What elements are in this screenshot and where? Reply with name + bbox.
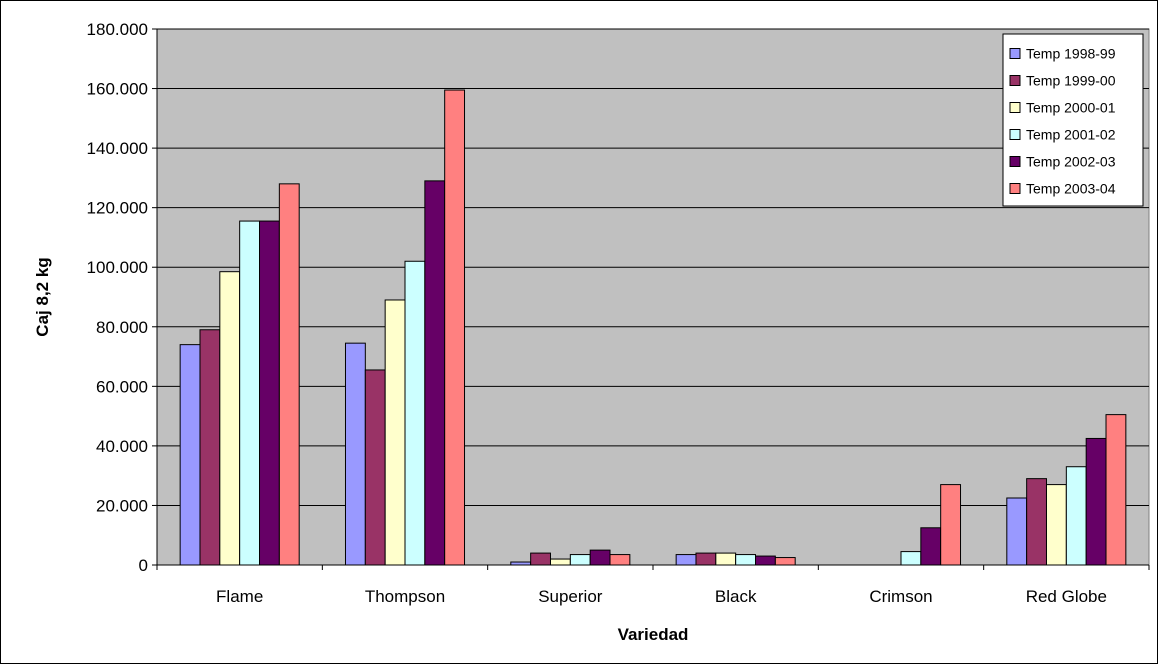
bar [444,89,466,566]
x-tick-label: Superior [538,587,603,606]
bar [404,260,426,566]
bar [259,220,280,566]
y-tick-label: 140.000 [87,139,148,158]
bar [569,554,591,566]
legend-label: Temp 2002-03 [1026,154,1116,170]
bar [1105,414,1127,566]
legend-swatch [1009,183,1021,194]
plot-area [156,28,1150,566]
bar [589,549,611,566]
legend-label: Temp 2000-01 [1026,100,1116,116]
bar [239,220,261,566]
x-axis-title: Variedad [618,625,689,644]
y-tick-label: 60.000 [96,377,148,396]
bars [179,89,1127,566]
bar [424,180,446,566]
legend-swatch [1009,75,1021,86]
gridlines [157,28,1149,506]
bar [715,552,737,566]
bar [549,558,571,566]
legend-label: Temp 1998-99 [1026,46,1116,62]
y-tick-label: 0 [139,556,148,575]
bar [755,555,776,566]
y-tick-label: 80.000 [96,318,148,337]
legend-label: Temp 2003-04 [1026,181,1116,197]
legend-label: Temp 2001-02 [1026,127,1116,143]
bar [774,557,796,566]
bar [1085,437,1107,566]
legend-swatch [1009,129,1021,140]
bar [735,554,757,566]
bar [530,552,551,566]
legend: Temp 1998-99 Temp 1999-00 Temp 2000-01 Temp… [1002,33,1144,207]
bar [199,329,221,566]
bar [1006,497,1028,566]
y-tick-label: 100.000 [87,258,148,277]
bar [675,554,697,566]
bar [920,527,942,566]
bar [364,369,386,566]
bar [384,299,406,566]
axes: 0 20.000 40.000 60.000 80.000 100.000 120.000 1… [87,20,1150,606]
legend-box [1002,33,1144,207]
y-axis-title: Caj 8,2 kg [33,257,52,336]
y-tick-label: 120.000 [87,199,148,218]
x-tick-label: Crimson [869,587,932,606]
y-tick-label: 40.000 [96,437,148,456]
legend-swatch [1009,48,1021,59]
bar [344,342,366,566]
bar [1065,466,1087,566]
bar [1045,484,1067,566]
legend-label: Temp 1999-00 [1026,73,1116,89]
legend-swatch [1009,102,1021,113]
bar [278,183,300,566]
legend-swatch [1009,156,1021,167]
bar [219,271,241,566]
y-tick-label: 20.000 [96,496,148,515]
bar [1026,478,1047,566]
bar [609,554,631,566]
x-tick-label: Flame [216,587,263,606]
x-tick-label: Red Globe [1026,587,1107,606]
bar [695,552,717,566]
y-tick-label: 180.000 [87,20,148,39]
bar [900,551,922,566]
bar [940,484,962,566]
bar [179,344,201,566]
y-tick-label: 160.000 [87,80,148,99]
x-tick-label: Black [715,587,757,606]
x-tick-label: Thompson [365,587,445,606]
